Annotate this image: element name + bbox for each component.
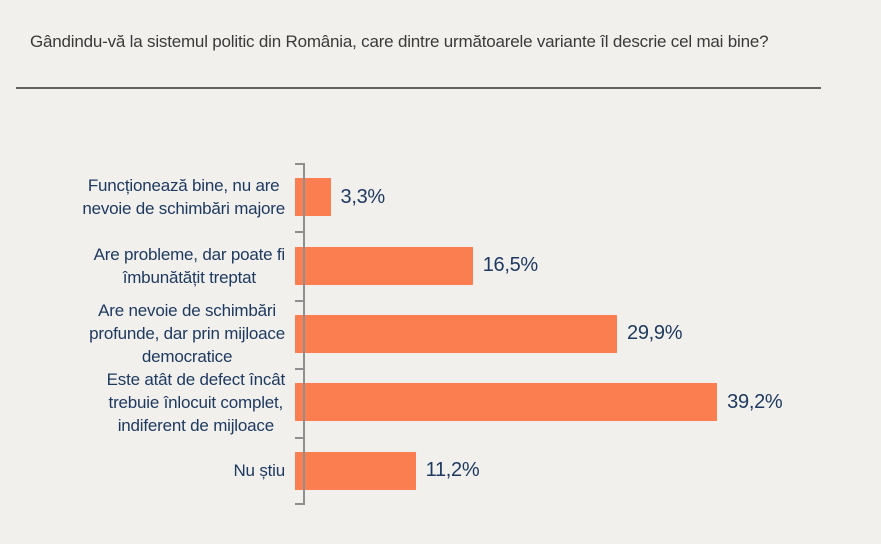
- value-label: 16,5%: [482, 254, 539, 277]
- bar: [295, 451, 416, 490]
- category-label-line: îmbunătățit treptat: [122, 267, 256, 287]
- axis-tick: [295, 299, 303, 302]
- bar: [295, 383, 718, 422]
- title-divider: [16, 87, 821, 89]
- value-label: 11,2%: [425, 459, 480, 482]
- value-label: 3,3%: [340, 185, 386, 208]
- category-label-line: Funcționează bine, nu are: [87, 176, 280, 196]
- chart-row: Funcționează bine, nu are nevoie de schim…: [60, 163, 850, 231]
- category-label-line: Are probleme, dar poate fi: [93, 244, 286, 264]
- y-axis: [295, 163, 305, 505]
- category-label: Este atât de defect încât trebuie înlocui…: [106, 368, 286, 437]
- category-cell: Are nevoie de schimbări profunde, dar pri…: [60, 299, 295, 368]
- category-cell: Este atât de defect încât trebuie înlocui…: [60, 368, 295, 437]
- category-label: Funcționează bine, nu are nevoie de schim…: [82, 174, 285, 220]
- bar-area: 11,2%: [295, 451, 850, 490]
- axis-tick: [295, 436, 303, 439]
- axis-tick: [295, 231, 303, 234]
- category-label-line: trebuie înlocuit complet,: [108, 392, 284, 412]
- category-label: Are probleme, dar poate fi îmbunătățit tr…: [93, 243, 286, 289]
- chart-row: Nu știu 11,2%: [60, 437, 850, 505]
- axis-tick: [295, 163, 303, 165]
- value-label: 39,2%: [727, 390, 783, 413]
- category-cell: Funcționează bine, nu are nevoie de schim…: [60, 174, 295, 220]
- value-label: 29,9%: [627, 322, 683, 345]
- bar: [295, 314, 618, 353]
- category-cell: Are probleme, dar poate fi îmbunătățit tr…: [60, 243, 295, 289]
- bar-area: 29,9%: [295, 314, 850, 353]
- chart-row: Are nevoie de schimbări profunde, dar pri…: [60, 300, 850, 368]
- category-label-line: nevoie de schimbări majore: [82, 199, 285, 219]
- bar: [295, 178, 331, 217]
- category-label-line: Are nevoie de schimbări: [98, 301, 276, 321]
- category-cell: Nu știu: [60, 459, 295, 482]
- page-title: Gândindu-vă la sistemul politic din Româ…: [30, 32, 769, 51]
- axis-tick: [295, 368, 303, 371]
- category-label-line: Este atât de defect încât: [106, 369, 286, 389]
- bar-area: 3,3%: [295, 178, 850, 217]
- category-label: Nu știu: [233, 459, 285, 482]
- bar-area: 39,2%: [295, 383, 850, 422]
- chart-row: Are probleme, dar poate fi îmbunătățit tr…: [60, 231, 850, 299]
- category-label: Are nevoie de schimbări profunde, dar pri…: [89, 299, 285, 368]
- category-label-line: Nu știu: [233, 461, 285, 481]
- category-label-line: profunde, dar prin mijloace: [89, 324, 285, 344]
- bar-chart: Funcționează bine, nu are nevoie de schim…: [60, 163, 850, 505]
- bar-area: 16,5%: [295, 246, 850, 285]
- chart-rows: Funcționează bine, nu are nevoie de schim…: [60, 163, 850, 505]
- category-label-line: democratice: [141, 347, 233, 367]
- bar: [295, 246, 473, 285]
- axis-tick: [295, 503, 303, 505]
- category-label-line: indiferent de mijloace: [117, 415, 274, 435]
- chart-row: Este atât de defect încât trebuie înlocui…: [60, 368, 850, 436]
